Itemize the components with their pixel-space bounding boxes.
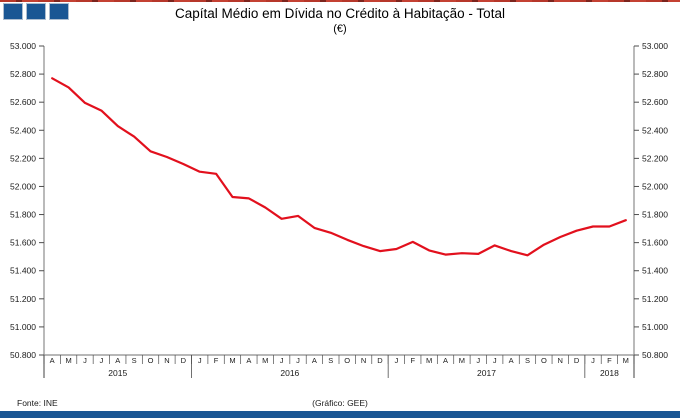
year-label: 2015	[108, 368, 127, 378]
y-tick-label-right: 50.800	[642, 350, 668, 360]
month-label: J	[99, 356, 103, 365]
month-label: J	[198, 356, 202, 365]
month-label: A	[509, 356, 514, 365]
y-tick-label-right: 52.000	[642, 181, 668, 191]
month-label: M	[229, 356, 235, 365]
month-label: J	[591, 356, 595, 365]
year-label: 2017	[477, 368, 496, 378]
top-border-strip	[0, 0, 680, 2]
month-label: S	[525, 356, 530, 365]
y-tick-label-left: 50.800	[10, 350, 36, 360]
month-label: A	[246, 356, 251, 365]
logo-square-icon	[49, 3, 69, 20]
y-tick-label-right: 52.600	[642, 97, 668, 107]
month-label: M	[623, 356, 629, 365]
year-label: 2018	[600, 368, 619, 378]
month-label: F	[607, 356, 612, 365]
month-label: O	[541, 356, 547, 365]
y-tick-label-right: 51.400	[642, 266, 668, 276]
y-tick-label-left: 53.000	[10, 41, 36, 51]
month-label: M	[426, 356, 432, 365]
chart-subtitle: (€)	[333, 23, 347, 35]
y-tick-label-left: 52.600	[10, 97, 36, 107]
y-tick-label-left: 52.800	[10, 69, 36, 79]
month-label: A	[115, 356, 120, 365]
y-tick-label-right: 51.000	[642, 322, 668, 332]
bottom-blue-bar	[0, 411, 680, 418]
month-label: N	[558, 356, 563, 365]
month-label: D	[181, 356, 187, 365]
month-label: M	[459, 356, 465, 365]
logo-square-icon	[26, 3, 46, 20]
month-label: A	[312, 356, 317, 365]
y-tick-label-left: 51.600	[10, 238, 36, 248]
y-tick-label-right: 51.800	[642, 210, 668, 220]
month-label: J	[394, 356, 398, 365]
month-label: O	[344, 356, 350, 365]
month-label: M	[65, 356, 71, 365]
month-label: S	[132, 356, 137, 365]
y-tick-label-left: 51.800	[10, 210, 36, 220]
month-label: D	[377, 356, 383, 365]
y-tick-label-right: 52.200	[642, 153, 668, 163]
y-tick-label-right: 52.400	[642, 125, 668, 135]
chart-title: Capítal Médio em Dívida no Crédito à Hab…	[175, 6, 505, 21]
y-tick-label-left: 51.000	[10, 322, 36, 332]
month-label: J	[493, 356, 497, 365]
y-tick-label-left: 51.200	[10, 294, 36, 304]
month-label: O	[148, 356, 154, 365]
month-label: F	[410, 356, 415, 365]
month-label: D	[574, 356, 580, 365]
y-tick-label-right: 51.600	[642, 238, 668, 248]
y-tick-label-right: 52.800	[642, 69, 668, 79]
month-label: A	[443, 356, 448, 365]
gee-logo	[3, 3, 69, 20]
month-label: N	[361, 356, 366, 365]
month-label: J	[280, 356, 284, 365]
month-label: N	[164, 356, 169, 365]
month-label: J	[476, 356, 480, 365]
data-line-total	[51, 77, 627, 257]
month-label: J	[296, 356, 300, 365]
y-tick-label-left: 52.200	[10, 153, 36, 163]
month-label: M	[262, 356, 268, 365]
month-label: J	[83, 356, 87, 365]
month-label: A	[50, 356, 55, 365]
month-label: S	[328, 356, 333, 365]
credit-label: (Gráfico: GEE)	[312, 398, 368, 408]
y-tick-label-left: 52.400	[10, 125, 36, 135]
y-tick-label-right: 53.000	[642, 41, 668, 51]
y-tick-label-left: 51.400	[10, 266, 36, 276]
y-tick-label-right: 51.200	[642, 294, 668, 304]
y-tick-label-left: 52.000	[10, 181, 36, 191]
logo-square-icon	[3, 3, 23, 20]
source-label: Fonte: INE	[17, 398, 58, 408]
year-label: 2016	[280, 368, 299, 378]
month-label: F	[214, 356, 219, 365]
